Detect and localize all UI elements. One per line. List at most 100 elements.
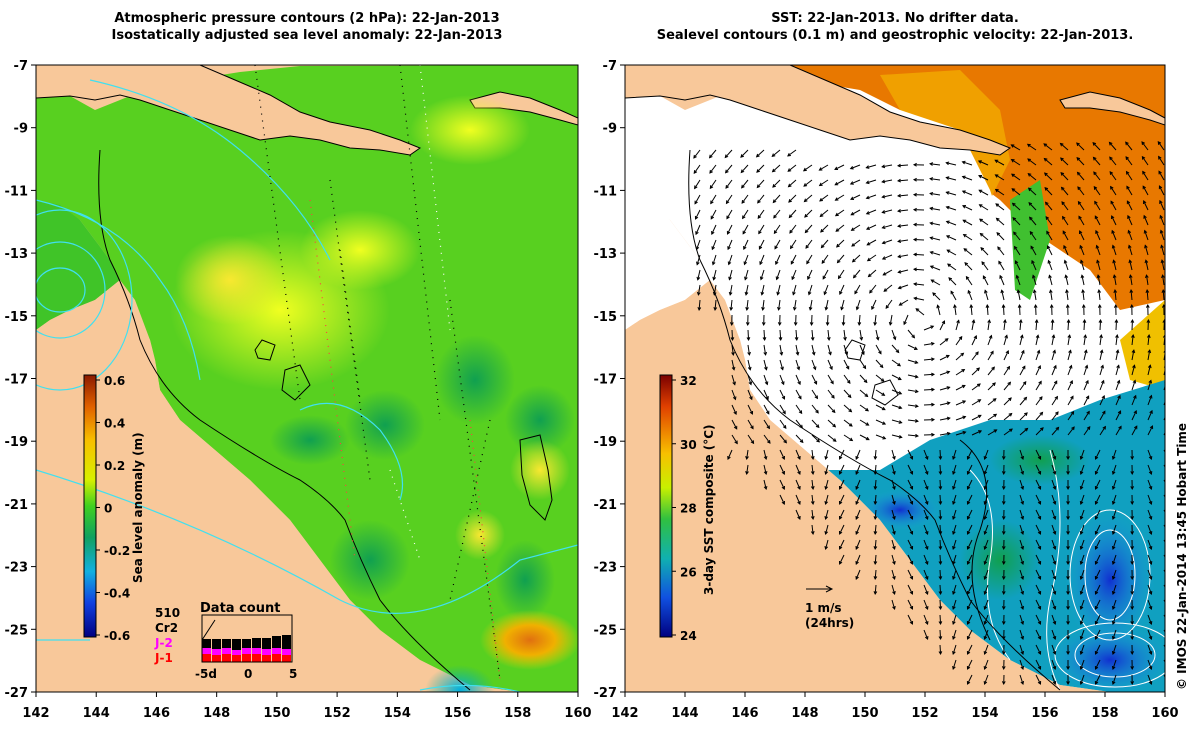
velocity-arrow [930,163,941,166]
velocity-arrowhead [897,362,902,367]
velocity-arrow [952,449,957,460]
velocity-arrow [875,359,884,368]
velocity-arrow [779,404,786,414]
velocity-arrowhead [1047,259,1052,264]
velocity-arrowhead [1052,500,1057,505]
velocity-arrow [1080,599,1085,610]
velocity-arrowhead [1001,561,1006,566]
velocity-arrow [923,509,929,520]
velocity-arrow [923,539,929,550]
velocity-arrowhead [1094,455,1099,460]
velocity-arrow [747,434,754,444]
velocity-arrowhead [733,411,737,416]
velocity-arrow [1095,644,1101,655]
velocity-arrowhead [1020,455,1025,460]
velocity-arrow [795,449,801,460]
velocity-arrow [869,284,877,294]
right-lon-label: 158 [1091,706,1118,721]
velocity-arrowhead [1111,455,1116,460]
velocity-arrowhead [808,306,813,311]
velocity-arrowhead [1133,410,1137,414]
velocity-arrow [986,304,989,316]
velocity-arrowhead [911,334,916,339]
velocity-arrow [1129,275,1133,286]
velocity-arrow [779,359,784,370]
velocity-arrowhead [818,167,823,171]
velocity-arrow [874,524,877,535]
velocity-arrow [947,249,957,256]
velocity-arrowhead [1037,365,1041,369]
velocity-arrow [1051,350,1056,361]
velocity-arrowhead [824,545,829,551]
velocity-arrowhead [1148,530,1153,535]
velocity-arrowhead [1020,485,1025,490]
velocity-arrowhead [834,197,839,201]
velocity-arrowhead [912,162,917,167]
velocity-arrow [1131,410,1137,421]
velocity-arrowhead [966,575,971,580]
velocity-arrow [1112,464,1117,475]
data-count-bar [282,655,291,662]
velocity-arrow [842,314,845,326]
velocity-arrow [1082,290,1085,301]
velocity-arrow [713,269,717,280]
velocity-arrowhead [952,665,956,670]
velocity-arrow [838,269,845,279]
velocity-arrow [1095,230,1101,241]
sst-warm-region [780,65,1165,310]
velocity-arrow [757,209,765,219]
velocity-arrowhead [1027,187,1032,192]
velocity-arrow [820,224,829,233]
velocity-arrowhead [1020,334,1024,339]
velocity-arrow [979,204,989,211]
velocity-arrow [843,419,853,427]
velocity-arrowhead [914,360,919,364]
velocity-arrowhead [725,200,730,205]
velocity-arrow [1019,494,1024,505]
velocity-arrow [987,351,994,361]
velocity-arrowhead [1092,156,1097,161]
velocity-arrowhead [773,230,778,235]
velocity-arrow [726,194,733,204]
velocity-arrow [1043,143,1053,151]
velocity-arrow [932,292,941,301]
velocity-arrowhead [1007,381,1012,386]
velocity-arrow [1147,410,1153,421]
velocity-arrowhead [1166,561,1169,564]
velocity-arrow [804,209,813,218]
velocity-arrow [1094,201,1101,211]
velocity-arrowhead [1130,651,1135,656]
velocity-arrowhead [744,291,749,296]
velocity-arrowhead [983,455,988,460]
velocity-arrowhead [909,560,914,565]
right-lon-label: 144 [671,706,698,721]
velocity-arrow [775,254,781,265]
velocity-arrow [859,404,869,412]
velocity-arrow [939,539,942,550]
velocity-arrow [756,179,765,188]
left-lat-label: -15 [5,310,29,325]
velocity-arrowhead [1148,680,1153,685]
velocity-arrowhead [966,635,971,640]
velocity-arrow [1011,144,1021,151]
velocity-arrow [1027,158,1037,166]
velocity-arrowhead [1052,620,1057,625]
velocity-arrow [1095,629,1101,640]
velocity-arrowhead [755,153,760,158]
velocity-arrow [866,209,877,215]
velocity-arrowhead [696,291,701,296]
velocity-arrowhead [771,168,776,173]
velocity-arrow [827,389,835,399]
velocity-arrow [725,179,733,189]
right-lat-label: -21 [594,498,618,513]
velocity-arrow [907,509,913,520]
data-count-inset: Data count 510 Cr2 J-2 J-1 -5d 0 5 [154,601,297,681]
velocity-arrowhead [1116,364,1120,369]
left-lon-label: 146 [143,706,170,721]
velocity-arrow [795,389,802,399]
velocity-arrowhead [983,680,988,685]
velocity-arrow [742,224,749,234]
velocity-arrowhead [1059,142,1064,147]
velocity-arrowhead [763,470,768,476]
velocity-arrowhead [882,272,887,276]
